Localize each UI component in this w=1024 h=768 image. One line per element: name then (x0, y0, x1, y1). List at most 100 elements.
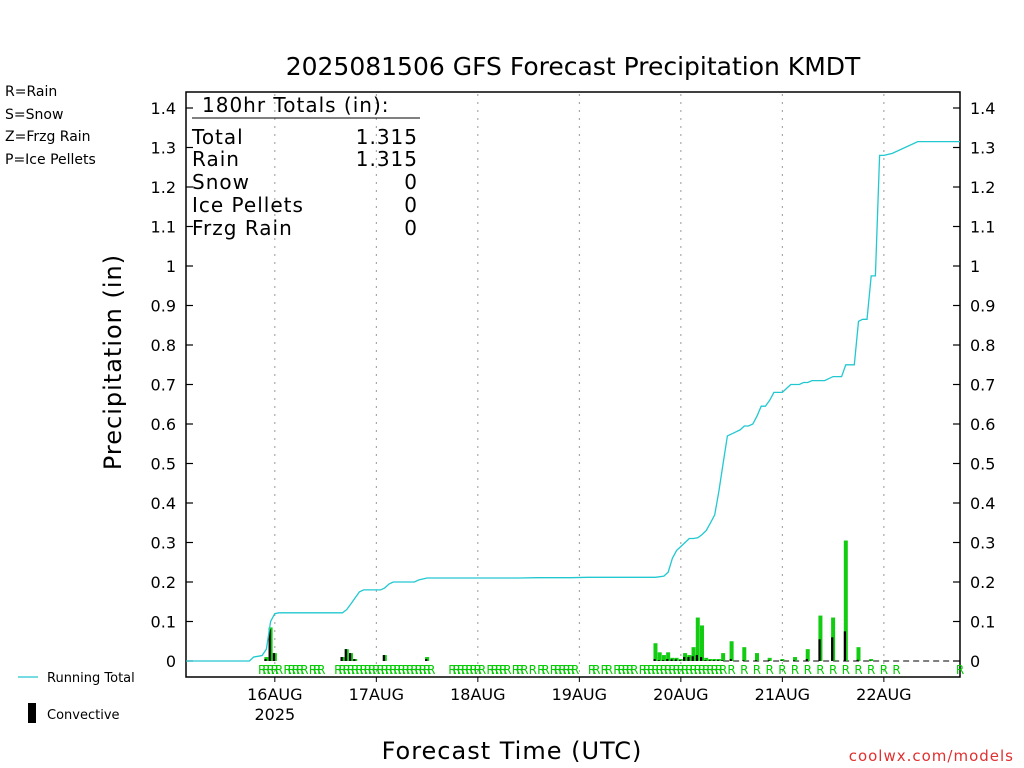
rain-marker: R (588, 663, 596, 677)
precip-bar (818, 615, 823, 661)
rain-marker: R (448, 663, 456, 677)
rain-marker: R (668, 663, 676, 677)
x-tick-label: 19AUG (552, 685, 607, 704)
rain-marker: R (766, 663, 774, 677)
convective-bar (353, 659, 356, 661)
totals-label-snow: Snow (192, 170, 250, 194)
convective-bar (425, 659, 428, 661)
rain-marker: R (537, 663, 545, 677)
x-tick-label: 20AUG (653, 685, 708, 704)
rain-marker: R (541, 663, 549, 677)
grid-lines (274, 94, 960, 675)
rain-marker: R (740, 663, 748, 677)
rain-marker: R (622, 663, 630, 677)
rain-marker: R (956, 663, 964, 677)
legend-snow-text: S=Snow (5, 107, 63, 123)
convective-bar (708, 660, 711, 661)
convective-swatch (28, 703, 36, 723)
rain-marker: R (359, 663, 367, 677)
precip-bar (716, 659, 721, 661)
convective-bar (661, 660, 665, 661)
rain-marker: R (503, 663, 511, 677)
rain-marker: R (491, 663, 499, 677)
rain-marker: R (804, 663, 812, 677)
convective-bar (687, 657, 690, 661)
rain-marker: R (719, 663, 727, 677)
y-tick-label-left: 0.9 (151, 297, 176, 316)
y-tick-label-right: 0.5 (970, 455, 995, 474)
rain-marker: R (651, 663, 659, 677)
y-tick-label-right: 1.2 (970, 178, 995, 197)
y-tick-label-right: 0 (970, 652, 980, 671)
rain-marker: R (317, 663, 325, 677)
rain-marker: R (262, 663, 270, 677)
precip-bar (843, 540, 848, 661)
x-tick-label: 17AUG (349, 685, 404, 704)
rain-marker: R (829, 663, 837, 677)
rain-marker: R (664, 663, 672, 677)
y-tick-label-right: 1.1 (970, 218, 995, 237)
y-axis-label: Precipitation (in) (99, 254, 127, 470)
convective-bar (716, 660, 720, 661)
rain-marker: R (605, 663, 613, 677)
legend-rain-text: R=Rain (5, 84, 57, 100)
y-tick-label-right: 0.9 (970, 297, 995, 316)
rain-marker: R (567, 663, 575, 677)
convective-bar (754, 660, 758, 661)
rain-marker: R (550, 663, 558, 677)
x-axis-label: Forecast Time (UTC) (382, 737, 643, 765)
precip-bar (869, 659, 874, 661)
y-tick-label-left: 0.2 (151, 573, 176, 592)
convective-legend-text: Convective (47, 708, 120, 723)
rain-marker: R (816, 663, 824, 677)
rain-marker: R (702, 663, 710, 677)
rain-marker: R (499, 663, 507, 677)
y-tick-label-right: 1 (970, 257, 980, 276)
convective-bar (721, 660, 724, 661)
series-legend: Running Total Convective (18, 671, 135, 723)
rain-marker: R (478, 663, 486, 677)
rain-marker: R (334, 663, 342, 677)
rain-marker: R (258, 663, 266, 677)
rain-marker: R (465, 663, 473, 677)
y-tick-label-left: 0.3 (151, 534, 176, 553)
rain-marker: R (410, 663, 418, 677)
convective-bar (780, 660, 783, 661)
convective-bar (805, 659, 808, 661)
rain-marker: R (558, 663, 566, 677)
precip-bar (666, 652, 671, 661)
y-tick-label-left: 0 (166, 652, 176, 671)
rain-marker: R (414, 663, 422, 677)
totals-value-rain: 1.315 (356, 147, 418, 171)
precip-type-legend: R=Rain S=Snow Z=Frzg Rain P=Ice Pellets (5, 84, 96, 168)
rain-marker: R (601, 663, 609, 677)
rain-marker: R (419, 663, 427, 677)
y-tick-label-right: 0.6 (970, 415, 995, 434)
rain-marker: R (427, 663, 435, 677)
rain-marker: R (613, 663, 621, 677)
y-tick-label-right: 0.7 (970, 376, 995, 395)
convective-bar (700, 657, 703, 661)
rain-marker: R (372, 663, 380, 677)
rain-marker: R (571, 663, 579, 677)
y-tick-label-right: 0.8 (970, 336, 995, 355)
y-tick-label-right: 1.3 (970, 139, 995, 158)
convective-bar (666, 659, 669, 661)
rain-marker: R (592, 663, 600, 677)
rain-marker: R (892, 663, 900, 677)
precip-bar (704, 657, 709, 661)
convective-bar (767, 660, 770, 661)
rain-marker: R (469, 663, 477, 677)
rain-marker: R (266, 663, 274, 677)
rain-marker: R (338, 663, 346, 677)
rain-marker: R (617, 663, 625, 677)
rain-marker: R (727, 663, 735, 677)
x-tick-label: 21AUG (755, 685, 810, 704)
convective-bar (843, 631, 847, 661)
running-total-line (186, 140, 960, 662)
totals-header: 180hr Totals (in): (202, 93, 390, 117)
rain-marker: R (389, 663, 397, 677)
